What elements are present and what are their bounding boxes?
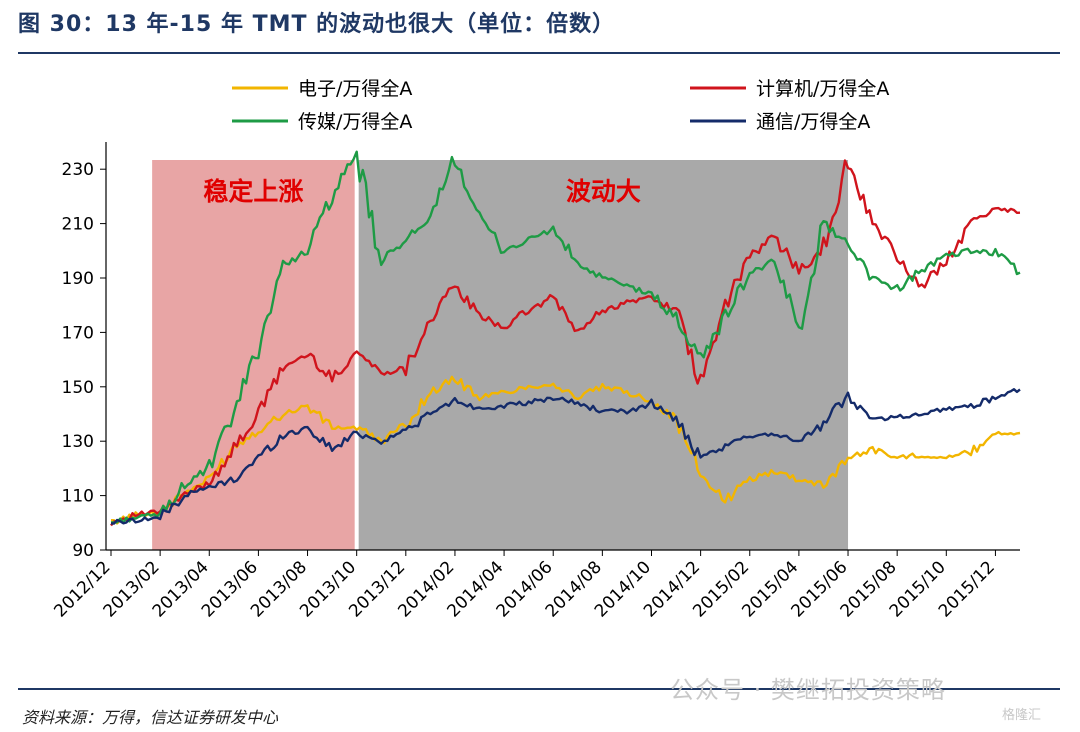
y-tick-label: 90 xyxy=(72,541,94,561)
y-tick-label: 230 xyxy=(62,160,94,180)
legend-label: 通信/万得全A xyxy=(756,111,870,133)
watermark-text: 公众号 · 樊继拓投资策略 xyxy=(670,676,946,704)
y-tick-label: 130 xyxy=(62,432,94,452)
source-note: 资料来源：万得，信达证券研发中心 xyxy=(22,708,279,727)
series-line xyxy=(110,159,1021,527)
y-tick-label: 150 xyxy=(62,378,94,398)
title-rule xyxy=(18,52,1060,54)
region-label: 稳定上涨 xyxy=(203,177,303,206)
y-tick-label: 110 xyxy=(62,487,94,507)
watermark-badge: 格隆汇 xyxy=(1002,708,1042,723)
legend-label: 计算机/万得全A xyxy=(756,78,889,100)
shaded-region xyxy=(358,160,849,550)
footer-rule xyxy=(18,688,1060,690)
series-line xyxy=(110,375,1021,525)
figure-title: 图 30：13 年-15 年 TMT 的波动也很大（单位：倍数） xyxy=(18,12,616,37)
y-tick-label: 170 xyxy=(62,323,94,343)
series-line xyxy=(110,150,1021,524)
legend-label: 传媒/万得全A xyxy=(298,111,412,133)
shaded-region xyxy=(152,160,355,550)
y-tick-label: 210 xyxy=(62,215,94,235)
line-chart: 稳定上涨 波动大901101301501701902102302012/12201… xyxy=(50,78,1021,621)
region-label: 波动大 xyxy=(566,177,641,206)
y-tick-label: 190 xyxy=(62,269,94,289)
series-line xyxy=(110,388,1021,525)
legend-label: 电子/万得全A xyxy=(298,78,412,100)
